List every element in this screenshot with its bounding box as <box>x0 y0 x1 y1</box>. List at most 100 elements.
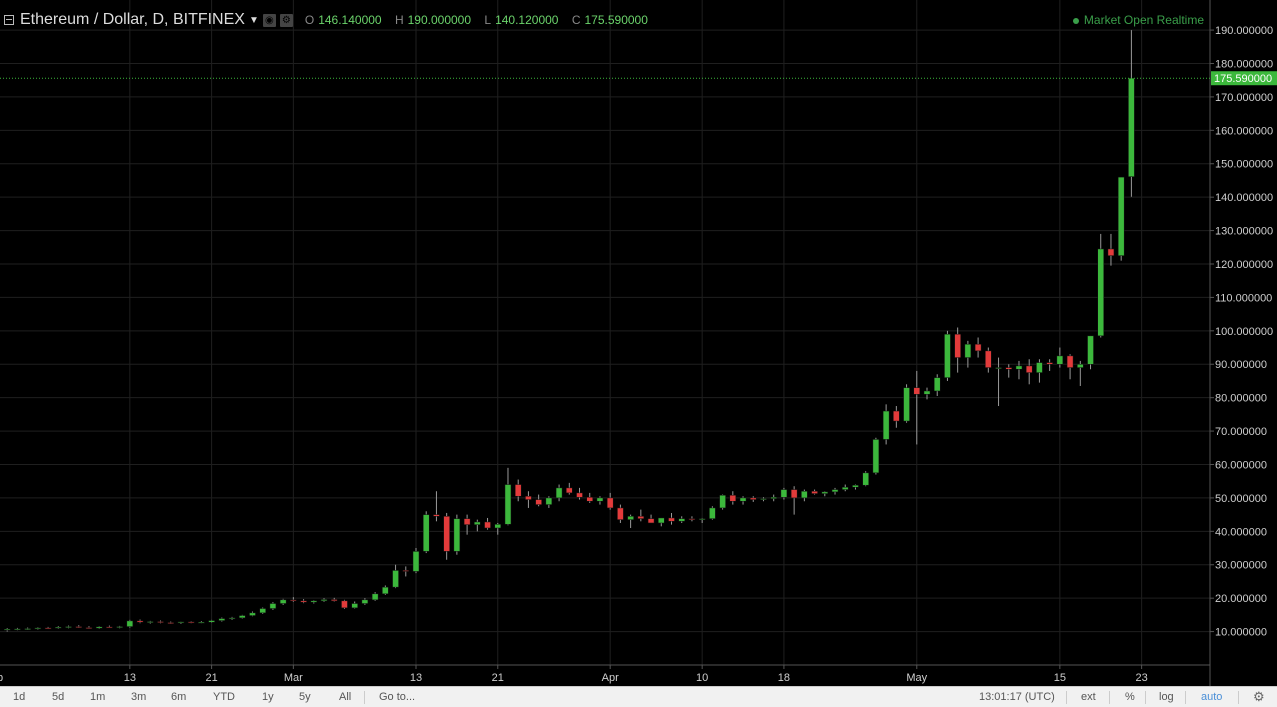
y-tick-label: 190.000000 <box>1215 25 1273 37</box>
candle-body <box>85 627 93 629</box>
x-tick-label: 23 <box>1135 672 1147 684</box>
candle <box>893 406 900 428</box>
candle-body <box>198 621 205 624</box>
candle <box>944 330 951 381</box>
candle <box>1046 359 1053 371</box>
candle-body <box>514 484 522 497</box>
y-tick-label: 30.000000 <box>1215 560 1267 572</box>
candle-body <box>586 496 593 502</box>
candle-body <box>729 494 737 502</box>
candle-body <box>1107 248 1115 256</box>
candle <box>494 522 502 535</box>
candle-body <box>596 497 604 502</box>
price-axis[interactable]: 10.000000 20.000000 30.000000 40.000000 50.0… <box>1210 25 1273 639</box>
x-tick-label: 21 <box>205 672 217 684</box>
candle-body <box>504 484 512 525</box>
range-all[interactable]: All <box>339 691 352 703</box>
candle <box>116 625 123 629</box>
symbol-title[interactable]: Ethereum / Dollar, D, BITFINEX <box>20 11 245 28</box>
status-dot-icon <box>1072 17 1079 24</box>
candle-body <box>14 628 21 631</box>
range-1y[interactable]: 1y <box>262 691 274 703</box>
range-1d[interactable]: 1d <box>13 691 26 703</box>
candle-body <box>167 622 174 624</box>
range-6m[interactable]: 6m <box>171 691 187 703</box>
candle <box>903 384 910 423</box>
close-key: C <box>571 13 581 27</box>
candle-body <box>709 507 716 519</box>
ext-toggle[interactable]: ext <box>1081 691 1096 703</box>
candle <box>882 404 890 445</box>
candle <box>412 548 420 574</box>
candle <box>617 504 624 523</box>
collapse-icon[interactable] <box>4 15 14 25</box>
candle-body <box>453 518 461 552</box>
realtime-label: Realtime <box>1156 13 1204 27</box>
range-5y[interactable]: 5y <box>299 691 311 703</box>
candle <box>484 517 491 530</box>
candle-body <box>279 599 287 604</box>
open-key: O <box>304 13 315 27</box>
candle <box>627 514 634 528</box>
candle-body <box>739 497 747 502</box>
caret-down-icon[interactable]: ▼ <box>248 14 259 26</box>
x-tick-label: 10 <box>696 672 708 684</box>
candle <box>770 494 777 502</box>
candle-body <box>300 600 307 603</box>
y-tick-label: 90.000000 <box>1215 359 1267 371</box>
candle <box>136 619 144 624</box>
y-tick-label: 60.000000 <box>1215 459 1267 471</box>
eye-icon[interactable]: ◉ <box>262 13 276 27</box>
candle <box>85 626 93 629</box>
candle-body <box>484 521 491 529</box>
candle <box>535 494 542 507</box>
auto-toggle[interactable]: auto <box>1201 691 1223 703</box>
bottom-toolbar: 1d 5d 1m 3m 6m YTD 1y 5y All Go to... 13… <box>0 686 1277 707</box>
candle <box>126 619 134 628</box>
candle-body <box>1036 362 1043 373</box>
range-ytd[interactable]: YTD <box>213 691 235 703</box>
candle <box>525 491 532 508</box>
candle-body <box>239 615 246 619</box>
candle <box>862 471 869 487</box>
percent-toggle[interactable]: % <box>1125 691 1135 703</box>
time-axis[interactable]: eb 13 21 Mar 13 21 Apr 10 18 May 15 23 <box>0 665 1148 684</box>
gear-icon[interactable]: ⚙ <box>279 13 293 27</box>
candle <box>1097 233 1104 338</box>
candle-body <box>177 621 185 624</box>
candle-body <box>147 621 154 623</box>
candles <box>3 30 1135 632</box>
candle-body <box>1025 365 1033 373</box>
candle <box>24 627 31 630</box>
goto-button[interactable]: Go to... <box>379 691 416 703</box>
candle <box>474 519 481 532</box>
candle-body <box>658 517 665 524</box>
candle-body <box>923 390 931 395</box>
last-price-label: 175.590000 <box>1214 73 1272 85</box>
x-tick-label: 13 <box>124 672 136 684</box>
log-toggle[interactable]: log <box>1159 691 1174 703</box>
candle <box>147 620 154 624</box>
candle <box>739 496 747 505</box>
x-tick-label: 13 <box>410 672 422 684</box>
candle-body <box>576 492 583 498</box>
candle-body <box>95 626 103 629</box>
settings-gear-icon[interactable]: ⚙ <box>1253 689 1265 704</box>
candle-body <box>136 620 144 623</box>
utc-clock[interactable]: 13:01:17 (UTC) <box>979 691 1055 703</box>
candle <box>1066 354 1074 380</box>
y-tick-label: 80.000000 <box>1215 393 1267 405</box>
candle <box>514 479 522 502</box>
candle <box>65 625 72 629</box>
range-3m[interactable]: 3m <box>131 691 147 703</box>
candle <box>382 585 389 595</box>
candle-body <box>290 599 297 602</box>
candle <box>586 492 593 503</box>
range-5d[interactable]: 5d <box>52 691 65 703</box>
candle <box>422 511 430 554</box>
candle-body <box>361 599 369 604</box>
price-chart[interactable]: 10.000000 20.000000 30.000000 40.000000 50.0… <box>0 0 1277 686</box>
range-1m[interactable]: 1m <box>90 691 106 703</box>
candle <box>933 374 941 396</box>
candle-body <box>525 495 532 500</box>
